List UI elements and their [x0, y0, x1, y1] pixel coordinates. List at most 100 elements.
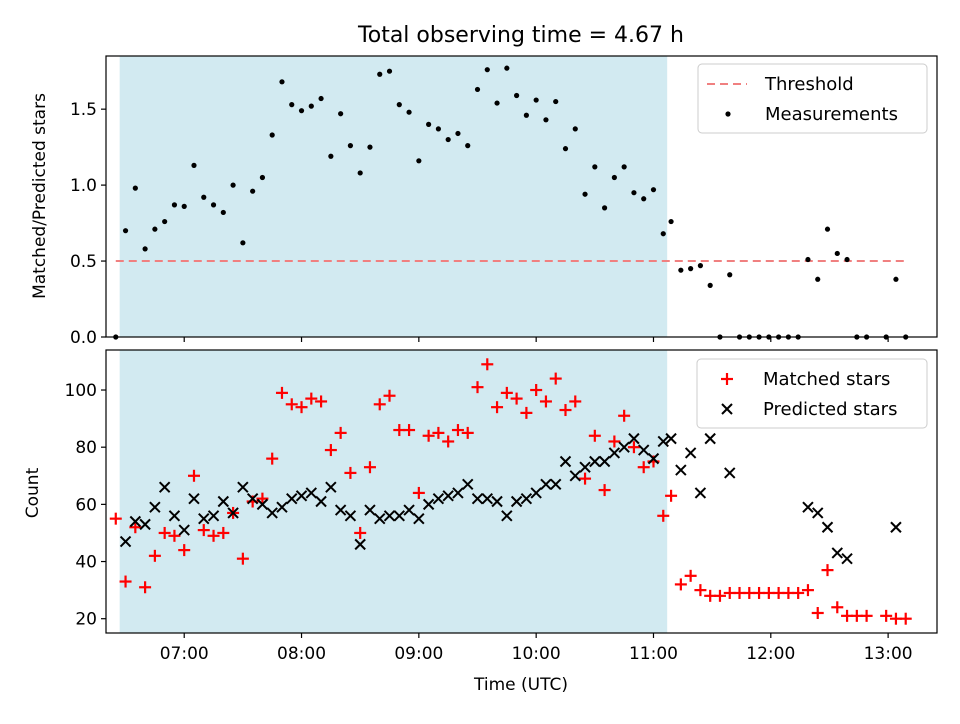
- measurement-point: [824, 226, 831, 232]
- predicted-star-point: [579, 461, 591, 473]
- predicted-star-point: [325, 481, 337, 493]
- predicted-star-point: [665, 432, 677, 445]
- predicted-star-point: [188, 492, 200, 505]
- matched-star-point: [608, 435, 621, 448]
- bottom-shaded-interval: [119, 350, 668, 633]
- measurement-point: [250, 188, 256, 194]
- x-tick-label: 07:00: [160, 644, 209, 664]
- measurement-point: [171, 202, 178, 208]
- predicted-star-point: [158, 481, 171, 493]
- measurement-point: [122, 228, 129, 234]
- measurement-point: [308, 103, 314, 109]
- measurement-point: [543, 117, 549, 123]
- matched-star-point: [899, 612, 912, 625]
- matched-star-point: [491, 401, 504, 414]
- predicted-star-point: [149, 501, 161, 513]
- matched-star-point: [694, 584, 707, 597]
- matched-star-point: [510, 392, 523, 405]
- matched-star-point: [684, 569, 697, 582]
- measurement-point: [132, 185, 138, 191]
- measurement-point: [727, 272, 733, 278]
- measurement-point: [533, 97, 539, 103]
- matched-star-point: [559, 404, 572, 417]
- matched-star-point: [344, 466, 357, 479]
- predicted-star-point: [286, 492, 298, 505]
- matched-star-point: [168, 529, 181, 542]
- x-tick-label: 10:00: [512, 644, 561, 664]
- bottom-y-ticks: 20 40 60 80 100: [65, 381, 106, 630]
- top-y-tick-label: 0.0: [70, 328, 97, 348]
- matched-star-point: [657, 509, 670, 522]
- bottom-y-tick-label: 80: [75, 438, 97, 458]
- matched-star-point: [334, 426, 347, 439]
- x-tick-label: 13:00: [864, 644, 913, 664]
- matched-star-point: [637, 461, 650, 474]
- predicted-star-point: [276, 501, 288, 513]
- matched-star-point: [256, 492, 269, 505]
- x-tick-label: 12:00: [746, 644, 795, 664]
- measurement-point: [465, 143, 471, 149]
- predicted-star-point: [315, 495, 327, 508]
- measurement-point: [893, 276, 899, 282]
- predicted-stars-points: [119, 432, 902, 565]
- measurement-point: [641, 196, 647, 202]
- top-axes-frame: [105, 55, 938, 338]
- measurement-point: [162, 218, 168, 225]
- predicted-star-point: [256, 498, 269, 511]
- measurement-point: [621, 164, 627, 170]
- predicted-star-point: [608, 447, 621, 459]
- predicted-star-point: [684, 447, 697, 459]
- matched-star-point: [801, 584, 814, 597]
- measurement-point: [844, 256, 850, 263]
- predicted-star-point: [305, 487, 318, 499]
- legend-predicted-label: Predicted stars: [763, 399, 897, 420]
- matched-star-point: [187, 469, 200, 482]
- matched-star-point: [207, 529, 220, 542]
- predicted-star-point: [422, 498, 435, 511]
- measurement-point: [562, 146, 569, 152]
- predicted-star-point: [890, 521, 902, 533]
- predicted-star-point: [724, 467, 736, 479]
- matched-star-point: [442, 435, 455, 448]
- predicted-star-point: [628, 432, 640, 445]
- measurement-point: [668, 218, 674, 225]
- predicted-star-point: [657, 435, 669, 448]
- bottom-y-axis-label: Count: [23, 467, 43, 518]
- matched-star-point: [520, 406, 533, 419]
- top-y-tick-label: 1.0: [70, 176, 97, 196]
- matched-star-point: [324, 444, 337, 457]
- measurement-point: [592, 164, 598, 170]
- measurement-point: [523, 112, 529, 118]
- measurement-point: [660, 231, 666, 237]
- matched-star-point: [539, 395, 552, 408]
- matched-star-point: [500, 386, 513, 399]
- matched-star-point: [236, 552, 249, 565]
- x-tick-label: 08:00: [277, 644, 326, 664]
- matched-star-point: [831, 601, 844, 614]
- measurement-point: [688, 266, 694, 272]
- matched-star-point: [569, 395, 582, 408]
- measurement-point: [220, 209, 226, 216]
- matched-star-point: [354, 526, 367, 539]
- matched-star-point: [811, 606, 824, 619]
- predicted-star-point: [559, 455, 572, 468]
- top-x-ticks: [183, 337, 889, 342]
- matched-star-point: [266, 452, 279, 465]
- top-shaded-interval: [119, 56, 668, 337]
- matched-star-point: [674, 578, 687, 591]
- matched-star-point: [627, 441, 640, 454]
- matched-star-point: [588, 429, 601, 442]
- predicted-star-point: [364, 504, 376, 516]
- top-y-tick-label: 1.5: [70, 100, 97, 120]
- chart-title: Total observing time = 4.67 h: [357, 23, 684, 48]
- matched-star-point: [665, 489, 678, 502]
- top-y-tick-label: 0.5: [70, 252, 97, 272]
- matched-star-point: [880, 609, 893, 622]
- predicted-star-point: [841, 552, 853, 565]
- measurement-point: [484, 67, 490, 73]
- matched-star-point: [618, 409, 631, 422]
- matched-star-point: [305, 392, 318, 405]
- measurement-point: [338, 111, 344, 117]
- matched-stars-points: [109, 358, 912, 625]
- bottom-y-tick-label: 100: [65, 381, 97, 401]
